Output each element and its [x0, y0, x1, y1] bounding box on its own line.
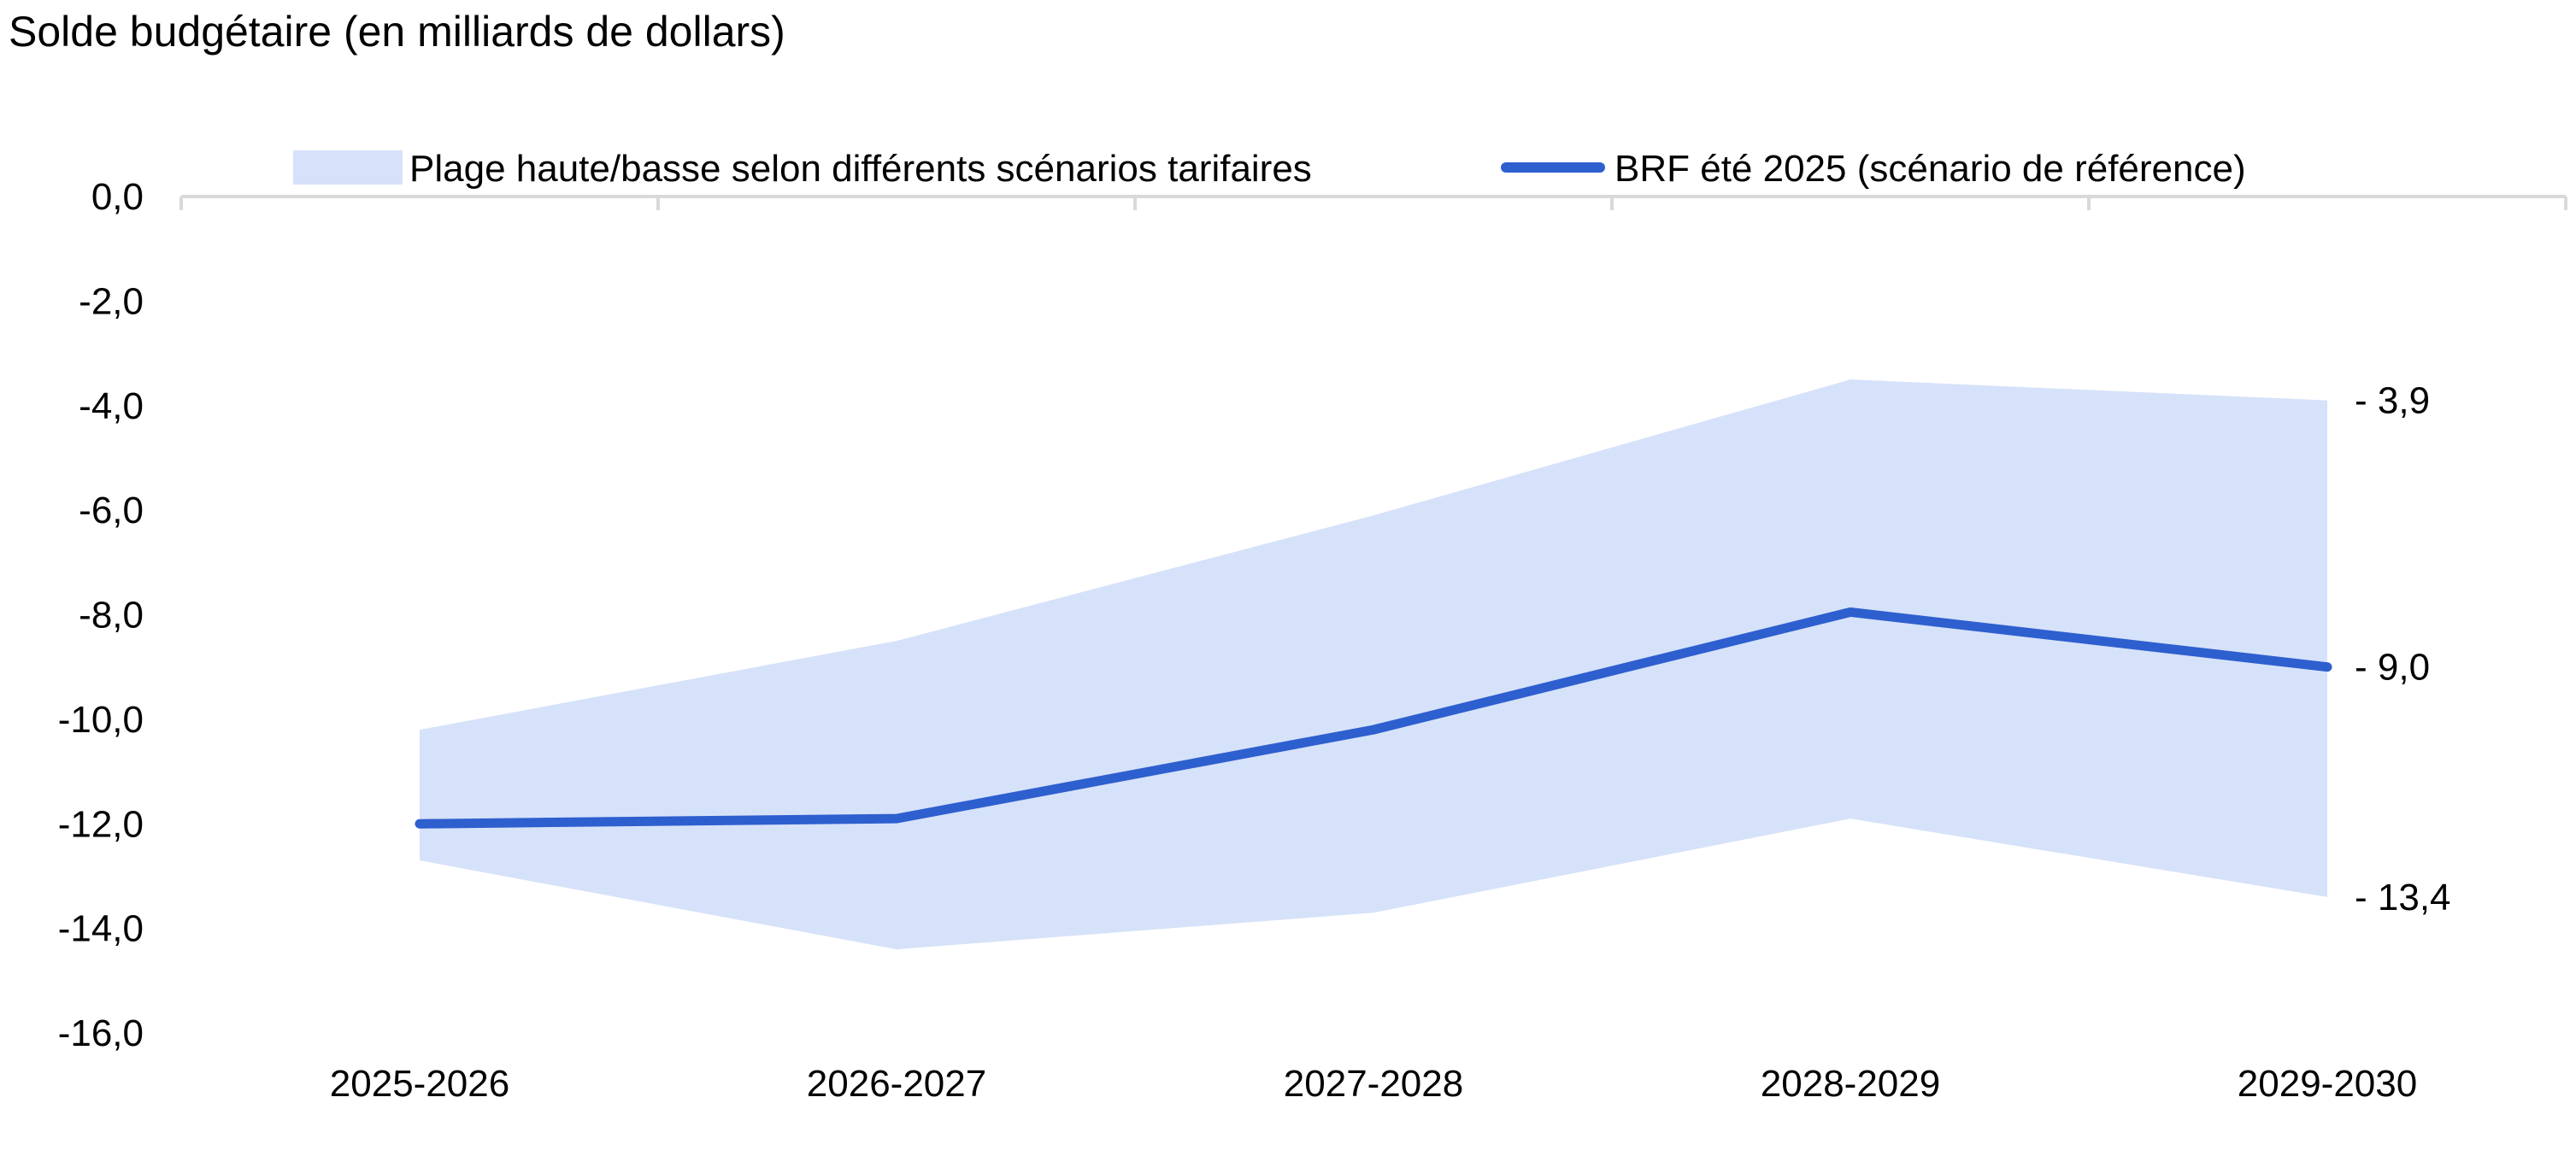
end-value-label: - 3,9	[2355, 380, 2430, 422]
x-tick-label: 2027-2028	[1284, 1063, 1463, 1105]
range-band-layer	[420, 379, 2327, 950]
y-tick-label: -4,0	[79, 385, 144, 427]
y-tick-label: -10,0	[58, 699, 144, 741]
x-tick-label: 2025-2026	[330, 1063, 509, 1105]
y-tick-labels: 0,0 -2,0 -4,0 -6,0 -8,0 -10,0 -12,0 -14,0 -16,0	[58, 176, 144, 1054]
y-tick-label: 0,0	[91, 176, 144, 218]
legend-label-range: Plage haute/basse selon différents scéna…	[409, 148, 1312, 190]
reference-line-layer	[415, 607, 2332, 829]
y-tick-label: -6,0	[79, 490, 144, 531]
y-tick-label: -16,0	[58, 1012, 144, 1054]
y-tick-label: -2,0	[79, 280, 144, 322]
end-value-label: - 13,4	[2355, 877, 2451, 918]
y-tick-label: -12,0	[58, 803, 144, 845]
end-value-label: - 9,0	[2355, 647, 2430, 689]
legend-label-line: BRF été 2025 (scénario de référence)	[1614, 148, 2246, 190]
x-tick-label: 2026-2027	[807, 1063, 986, 1105]
x-tick-labels: 2025-2026 2026-2027 2027-2028 2028-2029 2029…	[330, 1063, 2417, 1105]
x-tick-label: 2029-2030	[2238, 1063, 2417, 1105]
legend-swatch-range	[293, 150, 403, 185]
y-tick-label: -8,0	[79, 595, 144, 637]
range-band	[420, 379, 2327, 950]
x-tick-label: 2028-2029	[1761, 1063, 1940, 1105]
y-tick-label: -14,0	[58, 908, 144, 950]
chart-title: Solde budgétaire (en milliards de dollar…	[9, 8, 785, 56]
x-axis-layer	[179, 195, 2567, 210]
legend: Plage haute/basse selon différents scéna…	[293, 148, 2246, 190]
reference-line	[415, 607, 2332, 829]
end-annotations: - 3,9 - 9,0 - 13,4	[2355, 380, 2451, 918]
